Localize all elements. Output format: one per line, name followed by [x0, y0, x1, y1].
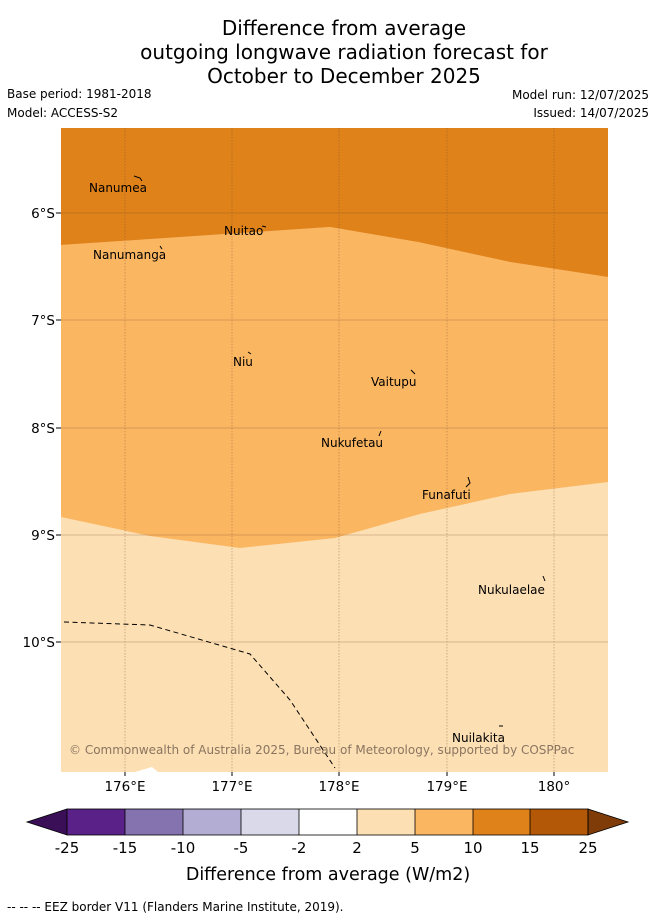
colorbar-bin-7: [415, 809, 473, 835]
issued-label: Issued: 14/07/2025: [533, 106, 649, 120]
colorbar-label: -25: [55, 839, 80, 857]
eez-border: [63, 621, 336, 769]
latitude-ticks: 6°S 7°S 8°S 9°S 10°S: [23, 206, 61, 651]
colorbar-label: 5: [410, 839, 420, 857]
colorbar-extend-low: [25, 808, 68, 836]
colorbar-label: -10: [171, 839, 196, 857]
colorbar-title: Difference from average (W/m2): [186, 865, 470, 885]
place-label-nanumea: Nanumea: [89, 181, 147, 195]
place-label-nukufetau: Nukufetau: [321, 436, 383, 450]
island-nukulaelae: [542, 575, 546, 582]
colorbar: -25 -15 -10 -5 -2 2 5 10 15 25 Differenc…: [25, 808, 630, 885]
region-10-to-15: [61, 128, 608, 277]
colorbar-label: -15: [113, 839, 138, 857]
island-nanumea: [133, 175, 143, 182]
colorbar-bin-3: [183, 809, 241, 835]
colorbar-bin-2: [125, 809, 183, 835]
colorbar-bin-1: [67, 809, 125, 835]
model-run-label: Model run: 12/07/2025: [511, 88, 649, 102]
lat-tick-label-6S: 6°S: [31, 206, 55, 222]
base-period-label: Base period: 1981-2018: [7, 87, 152, 101]
place-label-niu: Niu: [233, 355, 253, 369]
island-funafuti: [465, 476, 471, 488]
place-label-vaitupu: Vaitupu: [371, 375, 417, 389]
map-plot-area: [61, 128, 608, 772]
colorbar-bin-5: [299, 809, 357, 835]
title-line-1: Difference from average: [221, 16, 467, 40]
lon-tick-label-176E: 176°E: [104, 779, 145, 795]
place-label-nuitao: Nuitao: [224, 224, 263, 238]
lat-tick-label-10S: 10°S: [23, 635, 56, 651]
gridlines: [61, 128, 608, 772]
colorbar-label: 15: [520, 839, 539, 857]
lat-tick-label-8S: 8°S: [31, 421, 55, 437]
island-nuitao: [261, 225, 267, 228]
colorbar-bin-8: [473, 809, 530, 835]
copyright-notice: © Commonwealth of Australia 2025, Bureau…: [69, 743, 574, 757]
island-nanumanga: [159, 245, 163, 250]
lat-tick-label-9S: 9°S: [31, 528, 55, 544]
place-label-nuilakita: Nuilakita: [452, 731, 505, 745]
lon-tick-label-180: 180°: [538, 779, 571, 795]
lon-tick-label-178E: 178°E: [318, 779, 359, 795]
land-fragment: [135, 767, 158, 772]
colorbar-frame: [66, 808, 589, 836]
colorbar-extend-high: [587, 808, 630, 836]
longitude-ticks: 176°E 177°E 178°E 179°E 180°: [104, 772, 570, 795]
colorbar-bin-6: [357, 809, 415, 835]
lat-tick-label-7S: 7°S: [31, 313, 55, 329]
island-nukufetau: [378, 430, 382, 437]
island-niu: [247, 351, 252, 355]
model-label: Model: ACCESS-S2: [7, 106, 119, 120]
region-5-to-10: [61, 227, 608, 548]
lon-tick-label-179E: 179°E: [426, 779, 467, 795]
title-line-2: outgoing longwave radiation forecast for: [140, 40, 548, 64]
title-line-3: October to December 2025: [207, 64, 481, 88]
colorbar-label: -5: [234, 839, 249, 857]
lon-tick-label-177E: 177°E: [211, 779, 252, 795]
colorbar-bin-4: [241, 809, 299, 835]
island-vaitupu: [410, 369, 416, 375]
place-label-funafuti: Funafuti: [422, 488, 471, 502]
place-label-nukulaelae: Nukulaelae: [478, 583, 545, 597]
eez-legend-note: -- -- -- EEZ border V11 (Flanders Marine…: [7, 900, 344, 914]
colorbar-label: 25: [578, 839, 597, 857]
colorbar-dividers: [66, 808, 589, 836]
place-label-nanumanga: Nanumanga: [93, 248, 166, 262]
island-markers: [133, 175, 546, 727]
colorbar-label: 2: [352, 839, 362, 857]
colorbar-bin-9: [530, 809, 588, 835]
colorbar-label: 10: [463, 839, 482, 857]
chart-title: Difference from average outgoing longwav…: [0, 16, 655, 88]
colorbar-label: -2: [292, 839, 307, 857]
place-labels: Nanumea Nuitao Nanumanga Niu Vaitupu Nuk…: [89, 181, 545, 745]
